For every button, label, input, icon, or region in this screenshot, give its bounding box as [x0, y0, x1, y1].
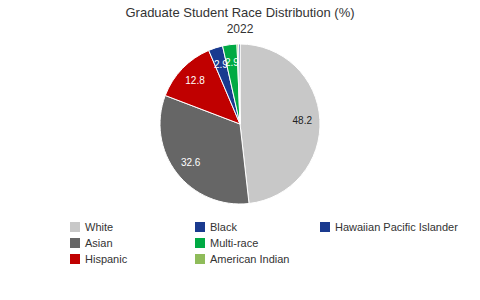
legend-label: Multi-race — [210, 237, 258, 249]
pie — [160, 44, 320, 204]
legend-swatch — [320, 222, 330, 232]
legend-label: White — [85, 221, 113, 233]
data-labels: 48.232.612.82.92.9 — [181, 57, 313, 168]
subtitle: 2022 — [227, 22, 254, 36]
legend-swatch — [70, 238, 80, 248]
data-label: 48.2 — [293, 115, 313, 126]
legend-label: American Indian — [210, 253, 290, 265]
background — [0, 0, 480, 300]
legend: White Asian Hispanic Black Multi-race America… — [70, 221, 458, 265]
legend-label: Asian — [85, 237, 113, 249]
legend-swatch — [195, 222, 205, 232]
slice — [223, 44, 240, 124]
legend-swatch — [195, 254, 205, 264]
data-label: 2.9 — [225, 57, 239, 68]
legend-swatch — [195, 238, 205, 248]
chart: Graduate Student Race Distribution (%) 20… — [0, 0, 480, 300]
legend-swatch — [70, 222, 80, 232]
data-label: 12.8 — [185, 75, 205, 86]
legend-swatch — [70, 254, 80, 264]
data-label: 32.6 — [181, 157, 201, 168]
legend-label: Hawaiian Pacific Islander — [335, 221, 458, 233]
legend-label: Black — [210, 221, 237, 233]
legend-label: Hispanic — [85, 253, 128, 265]
slice — [240, 44, 320, 203]
title: Graduate Student Race Distribution (%) — [125, 5, 354, 20]
